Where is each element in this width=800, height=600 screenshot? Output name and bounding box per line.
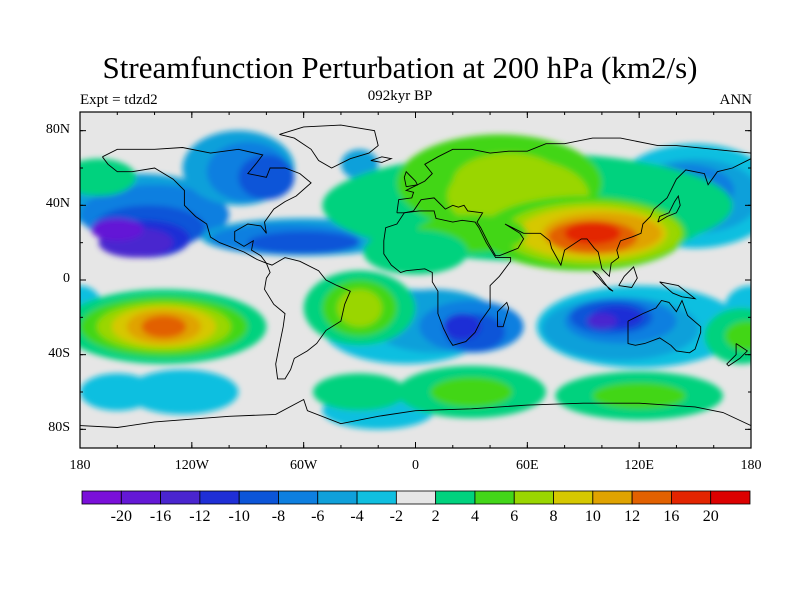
colorbar-label: 2	[431, 508, 440, 525]
colorbar-label: -10	[228, 508, 250, 525]
colorbar-swatch	[356, 490, 397, 505]
time-label: 092kyr BP	[367, 88, 433, 104]
colorbar-swatch	[278, 490, 319, 505]
anomaly-center	[619, 325, 623, 329]
coastlines	[80, 124, 751, 428]
colorbar-swatch	[160, 490, 201, 505]
colorbar-swatch	[710, 490, 751, 505]
colorbar-label: 12	[624, 508, 641, 525]
lon-tick-label: 180	[740, 458, 762, 473]
anomaly-center	[153, 231, 157, 235]
coastline-antarctica	[80, 398, 751, 428]
coastline-iceland	[370, 156, 393, 163]
anomaly-center	[358, 306, 362, 310]
coastline-north-america	[102, 147, 312, 265]
colorbar-swatch	[592, 490, 633, 505]
coastline-japan	[657, 194, 681, 223]
anomaly-center	[469, 325, 473, 329]
lat-tick-label: 0	[63, 271, 70, 286]
colorbar-swatch	[317, 490, 358, 505]
colorbar-label: -2	[389, 508, 403, 525]
coastline-britain	[403, 170, 419, 188]
lon-tick-label: 120E	[624, 458, 654, 473]
colorbar-label: 8	[549, 508, 558, 525]
lat-tick-label: 80N	[45, 121, 70, 137]
coastline-australia	[627, 299, 702, 354]
colorbar-swatch	[631, 490, 672, 505]
chart-title: Streamfunction Perturbation at 200 hPa (…	[102, 50, 698, 85]
coastline-sumatra	[592, 270, 614, 292]
colorbar-swatch	[513, 490, 554, 505]
colorbar-label: 10	[584, 508, 601, 525]
lat-tick-label: 40N	[45, 196, 70, 212]
colorbar-swatch	[671, 490, 712, 505]
colorbar-label: 16	[663, 508, 680, 525]
experiment-label: Expt = tdzd2	[80, 92, 158, 108]
lon-tick-label: 60W	[290, 458, 318, 473]
colorbar	[81, 490, 751, 505]
colorbar-label: -4	[350, 508, 364, 525]
anomaly-center	[497, 175, 501, 179]
season-label: ANN	[719, 92, 753, 108]
colorbar-label: -8	[271, 508, 286, 525]
lon-tick-label: 180	[69, 458, 91, 473]
colorbar-swatch	[435, 490, 476, 505]
colorbar-swatch	[553, 490, 594, 505]
colorbar-label: 4	[470, 508, 479, 525]
coastline-africa	[383, 210, 512, 346]
colorbar-label: -16	[149, 508, 172, 525]
colorbar-label: -12	[189, 508, 211, 525]
colorbar-label: -20	[110, 508, 132, 525]
anomaly-center	[292, 241, 296, 245]
colorbar-label: 6	[510, 508, 519, 525]
coastline-borneo	[618, 266, 638, 288]
anomaly-center	[162, 325, 166, 329]
coastline-new-zealand	[726, 343, 749, 367]
coastline-eurasia	[396, 137, 751, 278]
lat-tick-label: 80S	[48, 420, 70, 436]
coastline-south-america	[264, 257, 351, 380]
coastline-greenland	[279, 124, 379, 169]
lat-tick-label: 40S	[48, 345, 70, 361]
colorbar-swatch	[81, 490, 122, 505]
colorbar-swatch	[474, 490, 515, 505]
colorbar-swatch	[120, 490, 161, 505]
colorbar-swatch	[199, 490, 240, 505]
anomaly-center	[693, 185, 697, 189]
coastline-new-guinea	[659, 281, 697, 300]
lon-tick-label: 0	[412, 458, 419, 473]
colorbar-label: -6	[311, 508, 325, 525]
colorbar-swatch	[395, 490, 437, 505]
anomaly-center	[572, 228, 576, 232]
lon-tick-label: 120W	[174, 458, 209, 473]
colorbar-swatch	[238, 490, 279, 505]
colorbar-label: 20	[702, 508, 719, 525]
lon-tick-label: 60E	[516, 458, 539, 473]
coastline-madagascar	[497, 301, 510, 328]
